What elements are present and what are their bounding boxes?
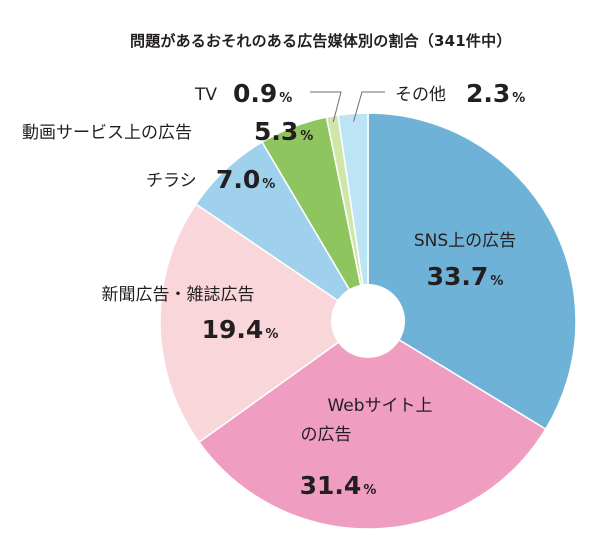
slice-name-label: TV	[194, 85, 217, 105]
slice-value-label: 5.3%	[254, 117, 313, 146]
pie-slice	[159, 203, 370, 444]
slice-value-label: 0.9%	[233, 79, 292, 108]
leader-lines	[310, 91, 385, 123]
slice-name-label: Webサイト上	[327, 396, 432, 416]
slice-value-label: 33.7%	[427, 262, 504, 291]
slice-name-label: の広告	[301, 425, 352, 445]
pie-slice	[337, 112, 369, 322]
leader-line	[353, 91, 385, 122]
chart-title: 問題があるおそれのある広告媒体別の割合（341件中）	[130, 32, 512, 50]
slice-name-label: その他	[395, 85, 446, 105]
slice-name-label: 動画サービス上の広告	[22, 123, 192, 143]
pie-slice	[367, 112, 577, 431]
slice-name-label: 新聞広告・雑誌広告	[102, 285, 255, 305]
leader-line	[310, 91, 342, 123]
slice-value-label: 31.4%	[300, 471, 377, 500]
pie-center-hole	[331, 284, 405, 358]
pie-slice	[197, 320, 547, 530]
slice-name-label: チラシ	[146, 171, 197, 191]
slice-value-label: 7.0%	[216, 165, 275, 194]
pie-slices	[159, 112, 577, 530]
slice-value-label: 2.3%	[466, 79, 525, 108]
slice-value-label: 19.4%	[202, 315, 279, 344]
slice-name-label: SNS上の広告	[414, 231, 516, 251]
